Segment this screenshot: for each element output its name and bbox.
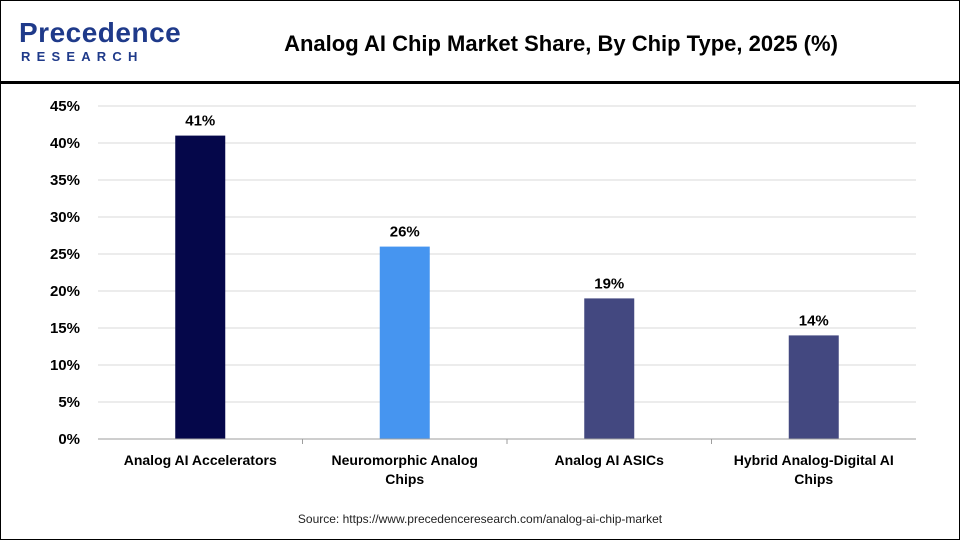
x-axis-ticks: Analog AI Accelerators Neuromorphic Analo…: [124, 439, 894, 487]
y-tick-label: 10%: [50, 357, 80, 374]
y-tick-label: 35%: [50, 172, 80, 189]
y-axis-ticks: 0% 5% 10% 15% 20% 25% 30% 35% 40% 45%: [50, 98, 80, 448]
y-tick-label: 5%: [58, 394, 80, 411]
y-tick-label: 40%: [50, 135, 80, 152]
logo-wordmark: Precedence: [19, 17, 182, 48]
gridlines: [98, 105, 916, 403]
x-tick-label: Chips: [794, 471, 833, 487]
x-tick-label: Hybrid Analog-Digital AI: [734, 452, 894, 468]
y-tick-label: 45%: [50, 98, 80, 115]
bar: [584, 298, 635, 439]
y-tick-label: 25%: [50, 246, 80, 263]
bar-value-label: 19%: [594, 275, 624, 292]
source-note: Source: https://www.precedenceresearch.c…: [297, 512, 663, 526]
bar: [379, 246, 430, 439]
bar-value-label: 26%: [390, 224, 420, 241]
bar: [788, 335, 839, 439]
header-divider: [1, 81, 959, 84]
y-tick-label: 30%: [50, 209, 80, 226]
y-tick-label: 0%: [58, 431, 80, 448]
bar-value-label: 14%: [799, 312, 829, 329]
brand-logo: Precedence RESEARCH: [19, 17, 181, 67]
y-tick-label: 15%: [50, 320, 80, 337]
x-tick-label: Chips: [385, 471, 424, 487]
bar-value-label: 41%: [185, 113, 215, 130]
y-tick-label: 20%: [50, 283, 80, 300]
bars: [175, 135, 839, 439]
data-labels: 41% 26% 19% 14%: [185, 113, 829, 330]
x-tick-label: Neuromorphic Analog: [332, 452, 479, 468]
bar: [175, 135, 226, 439]
header: Precedence RESEARCH Analog AI Chip Marke…: [1, 1, 959, 81]
x-tick-label: Analog AI ASICs: [555, 452, 665, 468]
chart-title: Analog AI Chip Market Share, By Chip Typ…: [284, 31, 838, 56]
logo-subword: RESEARCH: [21, 49, 144, 64]
x-tick-label: Analog AI Accelerators: [124, 452, 277, 468]
